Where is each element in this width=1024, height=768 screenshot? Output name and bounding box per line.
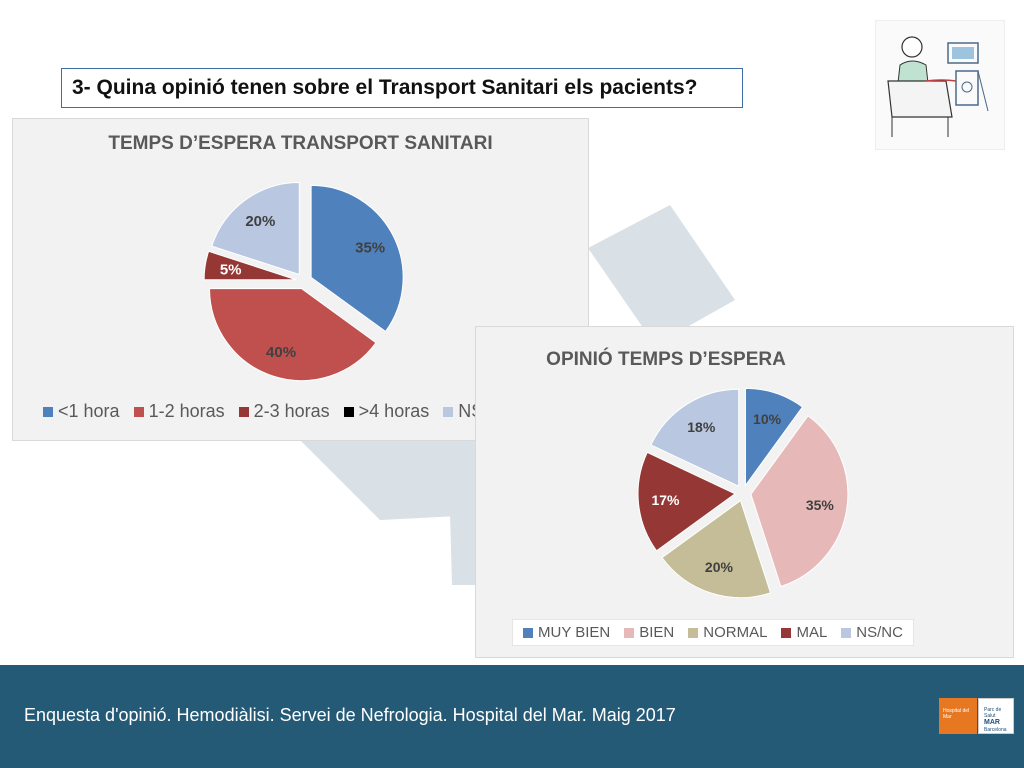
legend-label: MUY BIEN — [538, 624, 611, 641]
question-heading: 3- Quina opinió tenen sobre el Transport… — [61, 68, 743, 108]
legend-label: 1-2 horas — [148, 401, 225, 421]
legend-item: MUY BIEN — [523, 624, 610, 641]
pie-chart: 35% 40% 5% 20% — [203, 182, 404, 382]
slice-label: 20% — [705, 559, 734, 575]
logo-text: Parc de Salut — [984, 707, 1002, 719]
legend-item: >4 horas — [343, 401, 430, 422]
footer-text: Enquesta d'opinió. Hemodiàlisi. Servei d… — [24, 705, 676, 725]
legend-swatch — [523, 627, 533, 638]
legend-item: 1-2 horas — [133, 401, 225, 422]
legend-item: BIEN — [624, 624, 674, 641]
slice-label: 40% — [266, 344, 296, 361]
chart-legend: MUY BIEN BIEN NORMAL MAL NS/NC — [512, 619, 914, 646]
legend-item: <1 hora — [43, 401, 120, 422]
legend-swatch — [343, 406, 354, 417]
slice-label: 10% — [753, 411, 782, 427]
pie-slice--1-hora — [310, 184, 404, 333]
illustration-image — [875, 20, 1005, 150]
chart-title: TEMPS D’ESPERA TRANSPORT SANITARI — [108, 133, 493, 154]
legend-swatch — [688, 627, 699, 638]
legend-swatch — [841, 627, 852, 638]
legend-label: BIEN — [639, 624, 675, 641]
legend-label: NS/NC — [856, 624, 903, 641]
slice-label: 17% — [651, 492, 680, 508]
slice-label: 35% — [806, 497, 835, 513]
legend-label: MAL — [796, 624, 828, 641]
legend-label: NORMAL — [703, 624, 768, 641]
slice-label: 5% — [220, 262, 242, 279]
chart-title: OPINIÓ TEMPS D’ESPERA — [546, 349, 786, 370]
legend-swatch — [43, 406, 53, 417]
pie-slice-ns-nc — [211, 182, 300, 276]
legend-swatch — [443, 406, 454, 417]
slice-label: 18% — [687, 419, 716, 435]
legend-item: 2-3 horas — [238, 401, 330, 422]
pie-slice-1-2-horas — [209, 288, 377, 382]
legend-label: 2-3 horas — [253, 401, 330, 421]
logo-text: Barcelona — [984, 727, 1007, 733]
legend-swatch — [781, 627, 792, 638]
legend-item: NORMAL — [688, 624, 767, 641]
legend-swatch — [624, 627, 635, 638]
footer-bar: Enquesta d'opinió. Hemodiàlisi. Servei d… — [0, 665, 1024, 768]
pie-slice-normal — [661, 499, 772, 599]
legend-swatch — [238, 406, 249, 417]
pie-slice-muy-bien — [744, 387, 804, 487]
chart-wait-opinion: OPINIÓ TEMPS D’ESPERA 10% 35% 20% 17% 18% MU… — [475, 326, 1014, 658]
legend-item: NS/NC — [841, 624, 903, 641]
legend-item: MAL — [781, 624, 827, 641]
pie-slice-ns-nc — [650, 388, 740, 488]
legend-label: <1 hora — [58, 401, 120, 421]
legend-swatch — [133, 406, 144, 417]
logo-text: MAR — [984, 719, 1000, 726]
pie-slice-bien — [750, 415, 849, 588]
slice-label: 35% — [355, 240, 385, 257]
legend-label: >4 horas — [358, 401, 430, 421]
pie-chart: 10% 35% 20% 17% 18% — [637, 387, 849, 599]
pie-slice-2-3-horas — [203, 250, 297, 281]
pie-slice-mal — [637, 451, 737, 552]
hospital-logo: Hospital del Mar — [939, 698, 977, 734]
parc-salut-logo: Parc de Salut MAR Barcelona — [978, 698, 1014, 734]
slice-label: 20% — [245, 213, 275, 230]
